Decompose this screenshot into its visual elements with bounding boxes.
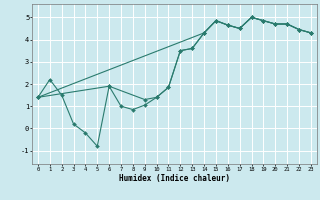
X-axis label: Humidex (Indice chaleur): Humidex (Indice chaleur) [119, 174, 230, 183]
